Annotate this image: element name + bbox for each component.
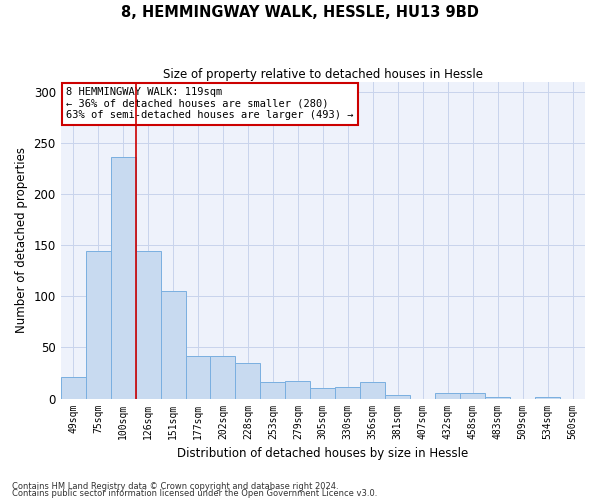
Y-axis label: Number of detached properties: Number of detached properties: [15, 147, 28, 333]
Bar: [211, 356, 235, 399]
Bar: [335, 388, 360, 398]
Bar: [460, 394, 485, 398]
Bar: [535, 396, 560, 398]
Bar: [385, 396, 410, 398]
Bar: [235, 363, 260, 398]
Bar: [136, 252, 161, 398]
Bar: [435, 394, 460, 398]
Bar: [360, 382, 385, 398]
Bar: [185, 356, 211, 399]
Text: 8, HEMMINGWAY WALK, HESSLE, HU13 9BD: 8, HEMMINGWAY WALK, HESSLE, HU13 9BD: [121, 5, 479, 20]
Bar: [286, 381, 310, 398]
Bar: [86, 252, 110, 398]
Bar: [485, 396, 510, 398]
Bar: [260, 382, 286, 398]
Bar: [110, 158, 136, 398]
Title: Size of property relative to detached houses in Hessle: Size of property relative to detached ho…: [163, 68, 483, 80]
Text: Contains public sector information licensed under the Open Government Licence v3: Contains public sector information licen…: [12, 489, 377, 498]
Bar: [310, 388, 335, 398]
X-axis label: Distribution of detached houses by size in Hessle: Distribution of detached houses by size …: [177, 447, 469, 460]
Bar: [61, 377, 86, 398]
Bar: [161, 291, 185, 399]
Text: Contains HM Land Registry data © Crown copyright and database right 2024.: Contains HM Land Registry data © Crown c…: [12, 482, 338, 491]
Text: 8 HEMMINGWAY WALK: 119sqm
← 36% of detached houses are smaller (280)
63% of semi: 8 HEMMINGWAY WALK: 119sqm ← 36% of detac…: [66, 87, 354, 120]
